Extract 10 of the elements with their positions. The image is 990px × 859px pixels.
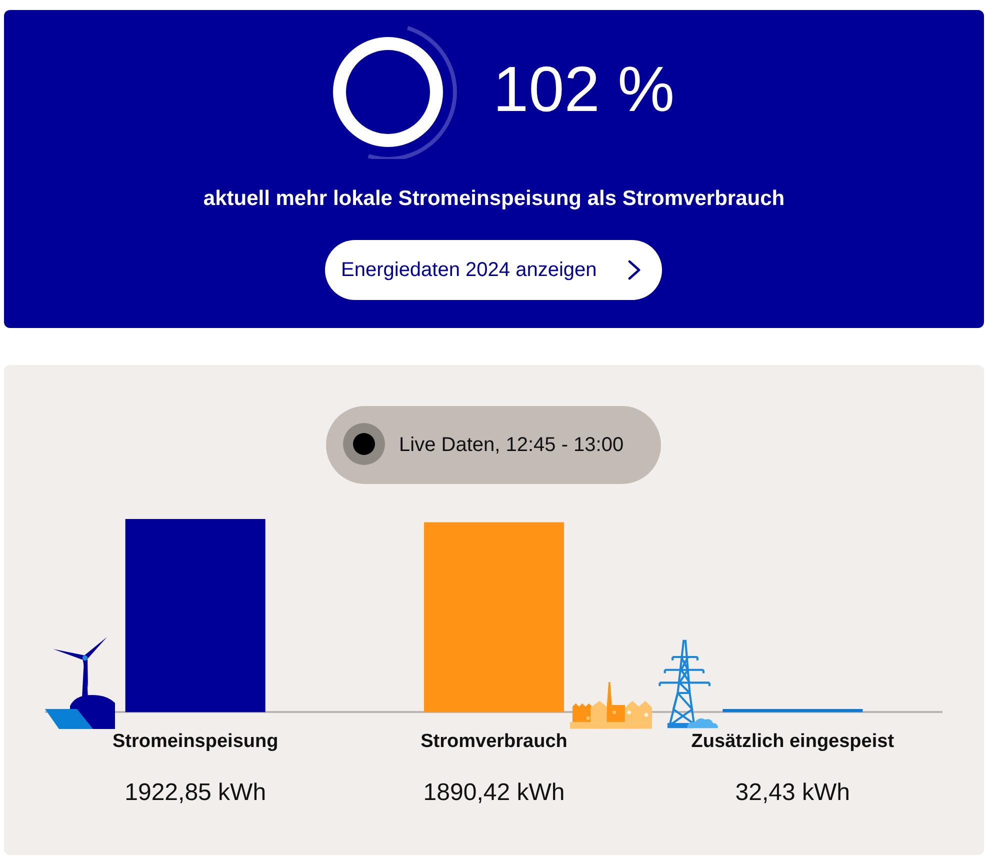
x-tick-label: Zusätzlich eingespeist	[691, 730, 895, 752]
data-label: 1890,42 kWh	[423, 778, 565, 806]
text: Energiedaten 2024 anzeigen	[341, 258, 597, 282]
data-label: 1922,85 kWh	[124, 778, 266, 806]
data-label: 32,43 kWh	[735, 778, 850, 806]
x-tick-label: Stromverbrauch	[420, 730, 568, 752]
x-tick-label: Stromeinspeisung	[112, 730, 278, 752]
chart-title: Live Daten, 12:45 - 13:00	[399, 434, 624, 456]
text: aktuell mehr lokale Stromeinspeisung als Stromverbrauch	[202, 187, 786, 211]
text: 102 %	[493, 53, 674, 125]
